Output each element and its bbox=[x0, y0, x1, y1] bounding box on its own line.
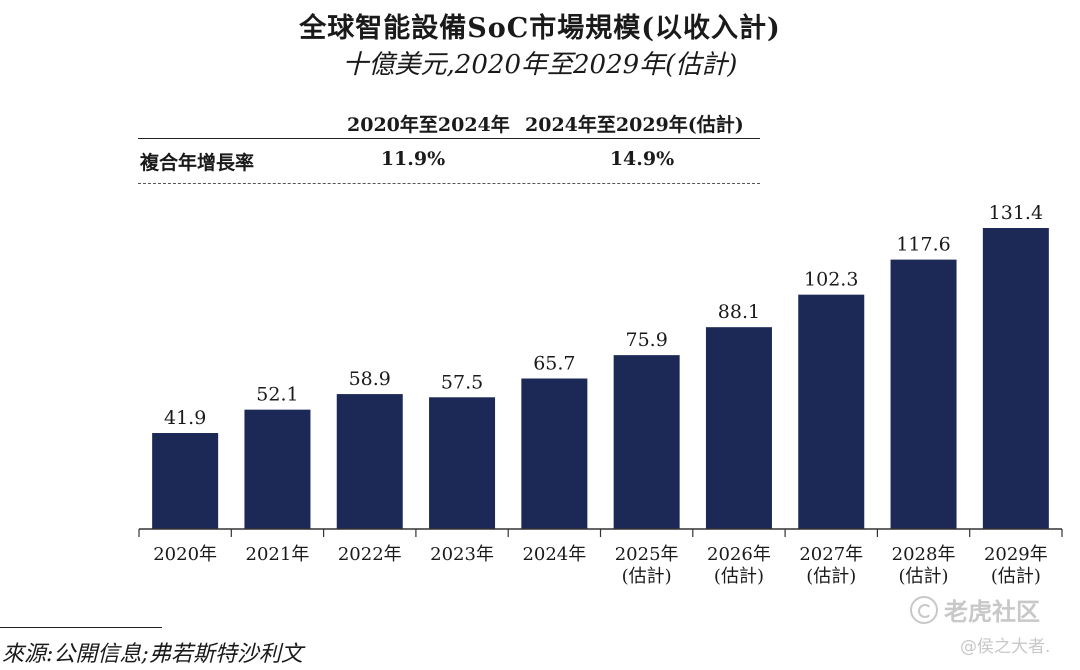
bar bbox=[705, 327, 772, 529]
data-label: 131.4 bbox=[989, 202, 1043, 224]
source-note: 來源:公開信息;弗若斯特沙利文 bbox=[2, 642, 303, 667]
bar bbox=[336, 394, 403, 529]
bar bbox=[613, 355, 680, 529]
data-label: 117.6 bbox=[896, 234, 950, 256]
data-label: 75.9 bbox=[625, 329, 667, 351]
x-tick-label: 2028年 bbox=[892, 544, 956, 565]
data-label: 102.3 bbox=[804, 269, 858, 291]
data-label: 41.9 bbox=[164, 407, 206, 429]
bar bbox=[244, 409, 311, 529]
x-tick-label: 2024年 bbox=[522, 544, 586, 565]
x-tick-label: (估計) bbox=[622, 566, 672, 587]
x-tick-label: 2021年 bbox=[246, 544, 310, 565]
source-rule bbox=[0, 627, 162, 628]
chart-title: 全球智能設備SoC市場規模(以收入計) bbox=[299, 13, 781, 44]
watermark-handle: @侯之大者. bbox=[960, 637, 1051, 657]
x-tick-label: (估計) bbox=[899, 566, 949, 587]
x-tick-label: 2027年 bbox=[799, 544, 863, 565]
data-label: 88.1 bbox=[718, 301, 760, 323]
cagr-value-2020-2024: 11.9% bbox=[380, 148, 446, 170]
x-tick-label: (估計) bbox=[714, 566, 764, 587]
cagr-value-2024-2029: 14.9% bbox=[609, 148, 675, 170]
data-label: 57.5 bbox=[441, 371, 483, 393]
x-tick-label: 2029年 bbox=[984, 544, 1048, 565]
tiger-logo-icon bbox=[910, 595, 938, 624]
x-tick-label: 2020年 bbox=[153, 544, 217, 565]
x-tick-label: (估計) bbox=[806, 566, 856, 587]
data-label: 65.7 bbox=[533, 353, 575, 375]
data-label: 52.1 bbox=[256, 384, 298, 406]
x-tick-label: 2026年 bbox=[707, 544, 771, 565]
cagr-table-dashed-rule bbox=[138, 183, 760, 184]
bar bbox=[152, 433, 219, 529]
x-tick-label: 2022年 bbox=[338, 544, 402, 565]
x-tick-label: (估計) bbox=[991, 566, 1041, 587]
cagr-table-rule bbox=[138, 138, 760, 139]
cagr-row-label: 複合年增長率 bbox=[140, 152, 255, 174]
watermark-text: 老虎社区 bbox=[944, 598, 1040, 626]
bar bbox=[521, 378, 588, 529]
bar-chart: 41.9 2020年 52.1 2021年 58.9 2022年 57.5 2023年 65.7… bbox=[138, 202, 1063, 587]
chart-subtitle: 十億美元,2020年至2029年(估計) bbox=[342, 50, 738, 80]
cagr-header-2024-2029: 2024年至2029年(估計) bbox=[525, 114, 744, 136]
x-tick-label: 2025年 bbox=[615, 544, 679, 565]
x-tick-label: 2023年 bbox=[430, 544, 494, 565]
cagr-header-2020-2024: 2020年至2024年 bbox=[347, 114, 510, 136]
bar bbox=[429, 397, 496, 529]
bar bbox=[982, 228, 1049, 529]
watermark: 老虎社区 bbox=[910, 592, 1040, 627]
bar bbox=[798, 294, 865, 529]
data-label: 58.9 bbox=[349, 368, 391, 390]
bar bbox=[890, 259, 957, 529]
